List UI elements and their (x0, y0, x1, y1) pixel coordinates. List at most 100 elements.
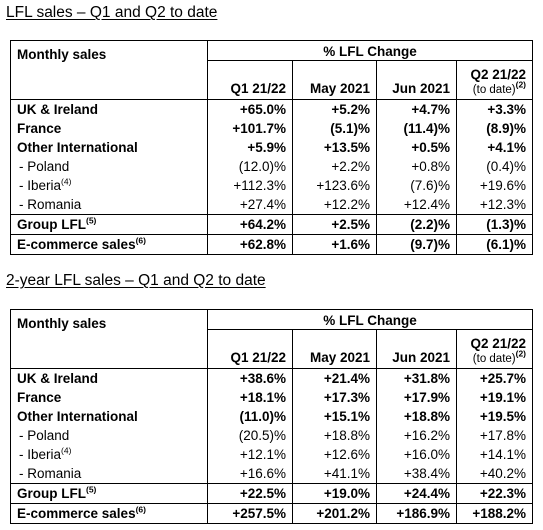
row-label: France (17, 121, 62, 136)
table-cell: (7.6)% (376, 176, 457, 195)
row-label: Other International (17, 140, 138, 155)
row-label: - Iberia(4) (19, 176, 72, 193)
table-cell: +40.2% (455, 464, 533, 484)
table-row: - Poland (12.0)% +2.2% +0.8% (0.4)% (11, 157, 533, 176)
table-row: - Poland (20.5)% +18.8% +16.2% +17.8% (11, 426, 533, 445)
table-cell: +64.2% (207, 214, 293, 235)
table-cell: +201.2% (292, 503, 377, 524)
footnote-ref: (2) (515, 348, 527, 359)
row-label: France (17, 390, 62, 405)
table-cell: +38.6% (207, 368, 293, 388)
column-header: May 2021 (292, 60, 377, 100)
table-cell: +22.3% (455, 483, 533, 504)
table-cell: +123.6% (292, 176, 377, 195)
table-cell: +188.2% (455, 503, 533, 524)
lfl-sales-table: Monthly sales % LFL Change Q1 21/22 May … (10, 40, 534, 255)
row-label: Group LFL(5) (10, 483, 208, 504)
table-cell: +257.5% (207, 503, 293, 524)
column-header: Q1 21/22 (207, 60, 293, 100)
table-row-total: Group LFL(5) +64.2% +2.5% (2.2)% (1.3)% (10, 214, 533, 235)
table-cell: +14.1% (455, 445, 533, 464)
table-cell: +12.1% (207, 445, 293, 464)
table-cell: +5.9% (207, 138, 293, 157)
table-cell: +18.8% (292, 426, 377, 445)
table-cell: +21.4% (292, 368, 377, 388)
table-row: UK & Ireland +38.6% +21.4% +31.8% +25.7% (10, 368, 533, 388)
table-cell: (1.3)% (455, 214, 533, 235)
table-row-ecommerce: E-commerce sales(6) +62.8% +1.6% (9.7)% … (10, 234, 533, 255)
table-cell: +27.4% (207, 195, 293, 215)
table-cell: +0.8% (376, 157, 457, 176)
table-cell: (8.9)% (455, 119, 533, 138)
footnote-ref: (2) (515, 79, 527, 90)
table-row-ecommerce: E-commerce sales(6) +257.5% +201.2% +186… (10, 503, 533, 524)
table-cell: (12.0)% (207, 157, 293, 176)
column-header-note: (to date) (472, 353, 516, 365)
row-label-header: Monthly sales (17, 316, 107, 331)
table-cell: +12.6% (292, 445, 377, 464)
table-cell: +0.5% (376, 138, 457, 157)
table-cell: +25.7% (455, 368, 533, 388)
table-cell: +22.5% (207, 483, 293, 504)
table-cell: (6.1)% (455, 234, 533, 255)
table-cell: +101.7% (207, 119, 293, 138)
section-title-2yr-lfl: 2-year LFL sales – Q1 and Q2 to date (6, 272, 266, 289)
table-cell: +15.1% (292, 407, 377, 426)
column-header-label: Q2 21/22 (470, 336, 527, 351)
table-row-total: Group LFL(5) +22.5% +19.0% +24.4% +22.3% (10, 483, 533, 504)
table-cell: +12.3% (455, 195, 533, 215)
two-year-lfl-sales-table: Monthly sales % LFL Change Q1 21/22 May … (10, 309, 534, 524)
table-cell: +4.7% (376, 99, 457, 119)
row-label: Other International (17, 409, 138, 424)
section-title-lfl: LFL sales – Q1 and Q2 to date (6, 4, 218, 21)
table-cell: +17.3% (292, 388, 377, 407)
column-header: Jun 2021 (376, 60, 457, 100)
table-cell: +2.2% (292, 157, 377, 176)
column-header-note: (to date) (472, 84, 516, 96)
table-cell: +16.6% (207, 464, 293, 484)
table-cell: +38.4% (376, 464, 457, 484)
table-cell: +112.3% (207, 176, 293, 195)
table-cell: +12.2% (292, 195, 377, 215)
table-cell: (9.7)% (376, 234, 457, 255)
table-cell: +19.6% (455, 176, 533, 195)
table-row: UK & Ireland +65.0% +5.2% +4.7% +3.3% (10, 99, 533, 119)
table-cell: (11.4)% (376, 119, 457, 138)
table-row: - Iberia(4) +12.1% +12.6% +16.0% +14.1% (11, 445, 533, 464)
table-cell: +2.5% (292, 214, 377, 235)
group-header: % LFL Change (206, 40, 533, 61)
table-cell: +65.0% (207, 99, 293, 119)
table-header-row: Q1 21/22 May 2021 Jun 2021 Q2 21/22 (to d… (11, 329, 533, 369)
table-cell: +18.8% (376, 407, 457, 426)
table-cell: +16.2% (376, 426, 457, 445)
table-cell: +17.8% (455, 426, 533, 445)
table-cell: +24.4% (376, 483, 457, 504)
table-cell: +5.2% (292, 99, 377, 119)
row-label: - Iberia(4) (19, 445, 72, 462)
table-cell: (11.0)% (207, 407, 293, 426)
table-header-row: Q1 21/22 May 2021 Jun 2021 Q2 21/22 (to d… (11, 60, 533, 100)
row-label: - Romania (19, 466, 82, 481)
row-label: Group LFL(5) (10, 214, 208, 235)
table-row: - Romania +27.4% +12.2% +12.4% +12.3% (11, 195, 533, 215)
table-header-row: Monthly sales % LFL Change (11, 40, 533, 62)
column-header-q2: Q2 21/22 (to date)(2) (455, 329, 533, 369)
table-cell: +12.4% (376, 195, 457, 215)
table-cell: +3.3% (455, 99, 533, 119)
table-cell: +41.1% (292, 464, 377, 484)
column-header-q2: Q2 21/22 (to date)(2) (455, 60, 533, 100)
column-header-label: Q2 21/22 (470, 67, 527, 82)
table-cell: (20.5)% (207, 426, 293, 445)
table-cell: +1.6% (292, 234, 377, 255)
table-cell: +17.9% (376, 388, 457, 407)
row-label: - Romania (19, 197, 82, 212)
table-cell: (2.2)% (376, 214, 457, 235)
table-header-row: Monthly sales % LFL Change (11, 309, 533, 331)
table-cell: +19.5% (455, 407, 533, 426)
row-label: E-commerce sales(6) (10, 503, 208, 524)
table-cell: +19.1% (455, 388, 533, 407)
row-label: - Poland (19, 428, 70, 443)
table-cell: +4.1% (455, 138, 533, 157)
table-cell: +186.9% (376, 503, 457, 524)
table-row: France +18.1% +17.3% +17.9% +19.1% (11, 388, 533, 407)
